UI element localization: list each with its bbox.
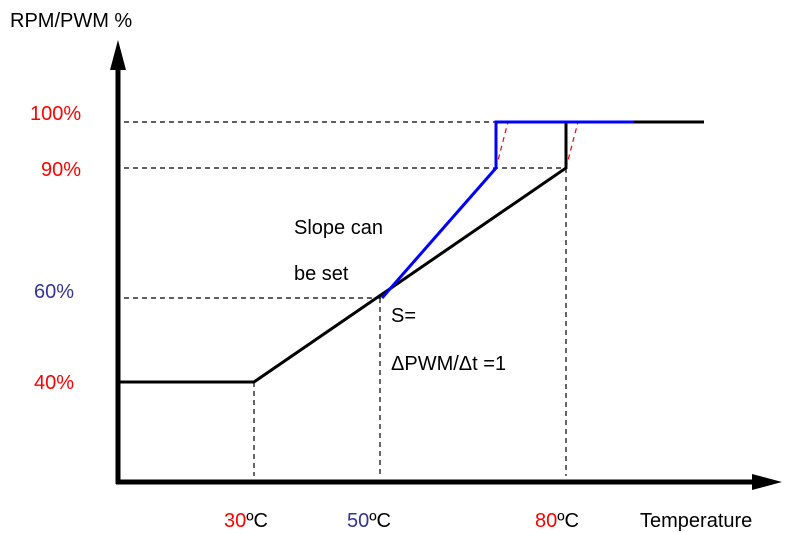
slope-note-line1: Slope can — [294, 217, 383, 239]
y-tick-label: 40% — [34, 372, 74, 394]
guide-lines — [124, 121, 567, 476]
adjusted-curve — [380, 120, 634, 299]
ramp-dashes — [495, 121, 579, 169]
y-axis-arrowhead — [110, 40, 126, 70]
ramp-dash-adjusted — [495, 121, 509, 169]
x-axis-arrowhead — [752, 474, 782, 490]
annotations: Slope can be set S= ΔPWM/Δt =1 — [294, 217, 506, 375]
default-curve — [118, 120, 704, 384]
x-tick-value: 30 — [224, 510, 246, 532]
y-tick-label: 60% — [34, 281, 74, 303]
slope-note-line2: be set — [294, 263, 349, 285]
ramp-dash-default — [565, 121, 579, 169]
x-tick-labels: 30ºC 50ºC 80ºC — [224, 510, 579, 532]
x-tick-value: 50 — [347, 510, 369, 532]
formula-line1: S= — [391, 305, 416, 327]
y-tick-label: 100% — [30, 103, 81, 125]
x-tick-value: 80 — [535, 510, 557, 532]
x-tick-label: 80ºC — [535, 510, 579, 532]
formula-line2: ΔPWM/Δt =1 — [391, 353, 506, 375]
y-axis-title: RPM/PWM % — [10, 10, 132, 32]
x-tick-unit: ºC — [246, 510, 268, 532]
x-tick-label: 30ºC — [224, 510, 268, 532]
y-tick-label: 90% — [41, 159, 81, 181]
x-tick-unit: ºC — [369, 510, 391, 532]
y-tick-labels: 100% 90% 60% 40% — [30, 103, 81, 394]
x-tick-label: 50ºC — [347, 510, 391, 532]
x-axis-title: Temperature — [640, 510, 752, 532]
x-tick-unit: ºC — [557, 510, 579, 532]
axes — [110, 40, 782, 490]
